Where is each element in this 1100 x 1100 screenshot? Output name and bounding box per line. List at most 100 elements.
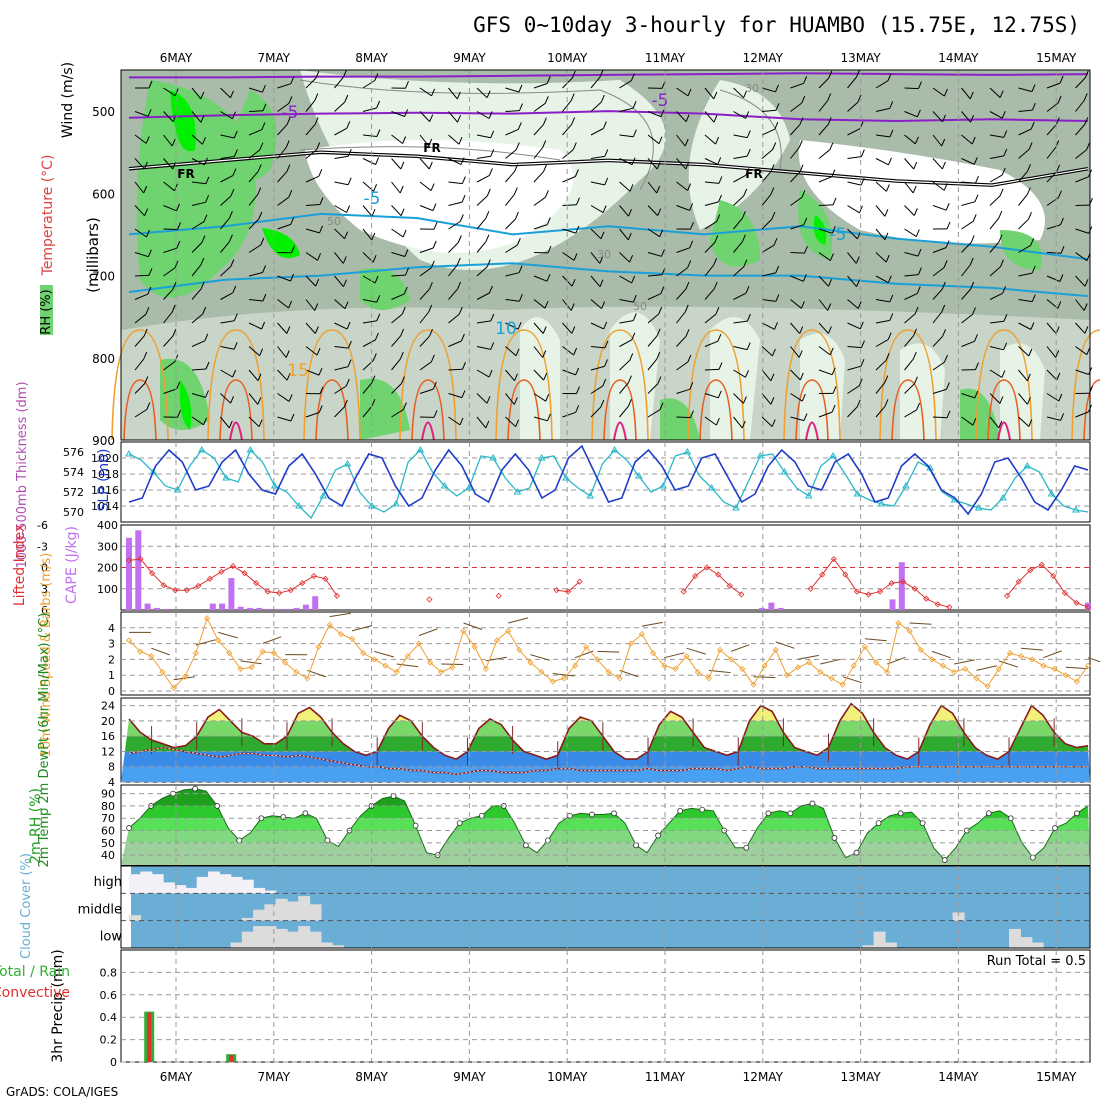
thickness-point [877,500,886,507]
precip-convective-legend: Convective [0,985,70,1001]
wind-barb-flag [943,183,948,191]
wind-barb-flag [998,420,1003,429]
wind-barb [391,111,405,117]
wind-barb-flag [544,301,549,309]
cape-bar [135,530,142,610]
wind-barb [334,252,344,264]
cape-bar [209,603,216,610]
wind-barb-flag [657,376,662,384]
wind-barb [505,346,517,357]
wind-speed-point [783,672,790,679]
wind-barb [733,320,748,324]
wind-barb-flag [542,140,547,148]
wind-barb-flag [685,161,690,170]
wind-barb-flag [433,410,438,418]
wind-barb-flag [689,382,694,390]
isotherm-20 [795,379,829,441]
wind-barb [590,76,601,89]
wind-barb [1018,128,1032,136]
wind-barb [761,346,773,357]
wind-speed-point [1062,672,1069,679]
wind-barb [875,80,889,89]
wind-speed-point [672,665,679,672]
lifted-index-line [683,566,742,595]
wind-barb [676,335,687,347]
cloud-bar [952,912,965,921]
wind-barb [761,87,776,93]
rh-point [809,800,816,807]
wind-speed-point [538,668,545,676]
wind-barb-flag [1083,93,1088,101]
wind-barb [961,158,975,165]
wind-barb [220,156,235,159]
wind-barb-flag [946,410,951,418]
wind-barb-flag [829,253,834,261]
wind-barb-flag [459,214,464,222]
thickness-point [465,484,473,491]
wind-barb [590,228,602,240]
wind-barb-flag [713,115,718,123]
freezing-level-label: FR [423,141,440,155]
wind-barb-flag [286,373,291,381]
isotherm-15 [495,329,553,441]
wind-barb [790,252,805,254]
wind-barb-flag [999,396,1004,404]
contour-label: 50 [633,300,647,313]
wind-barb [277,196,290,206]
wind-panel-frame [120,611,1091,696]
cloud-bar [219,874,232,894]
wind-barb-flag [371,232,376,241]
temp-band [121,720,1090,737]
wind-barb [704,111,715,123]
wind-speed-point [984,683,991,690]
cloud-bar [264,926,277,948]
wind-barb-flag [1003,130,1008,138]
wind-barb-flag [461,390,466,398]
wind-barb [334,155,349,159]
wind-barb-flag [855,70,860,78]
wind-barb-flag [599,70,604,78]
wind-barb-flag [171,304,176,313]
wind-barb [733,111,746,119]
wind-barb-flag [402,402,407,410]
thickness-point [756,452,765,459]
isotherm-15 [591,329,649,441]
wind-barb [334,385,347,394]
wind-barb-flag [999,90,1004,98]
wind-barb [191,288,202,300]
wind-barb [647,358,658,371]
lifted-index-line [128,558,338,597]
wind-barb-flag [800,301,805,309]
wind-speed-point [917,646,924,653]
wind-barb-10m [441,663,464,665]
thickness-point [683,448,692,455]
wind-barb [989,87,1001,98]
wind-barb-flag [771,419,776,427]
thickness-panel-frame [120,441,1091,523]
wind-barb [1018,87,1033,93]
wind-barb-10m [820,658,841,665]
wind-barb-flag [375,157,380,165]
precip-convective-bar [229,1055,234,1062]
wind-barb [619,80,632,89]
wind-barb-flag [860,359,865,367]
thickness-axis-label: 1000-500mb Thickness (dm) [15,381,30,568]
thickness-point [125,450,133,457]
wind-barb-flag [347,177,352,185]
lifted-index-point [310,572,317,580]
wind-speed-point [125,637,133,644]
wind-barb [448,111,458,123]
wind-barb [163,205,177,212]
wind-barb-flag [429,329,433,337]
wind-barb-flag [262,265,267,273]
cloud-bar [129,874,141,894]
wind-barb-flag [486,396,491,404]
wind-barb-flag [1084,279,1089,287]
wind-barb [1046,369,1058,381]
wind-barb-flag [570,93,575,101]
wind-barb-flag [912,185,917,194]
wind-barb-flag [685,281,690,290]
temp-line [128,702,1089,760]
wind-barb-flag [601,301,606,309]
cape-bar [1085,602,1091,610]
